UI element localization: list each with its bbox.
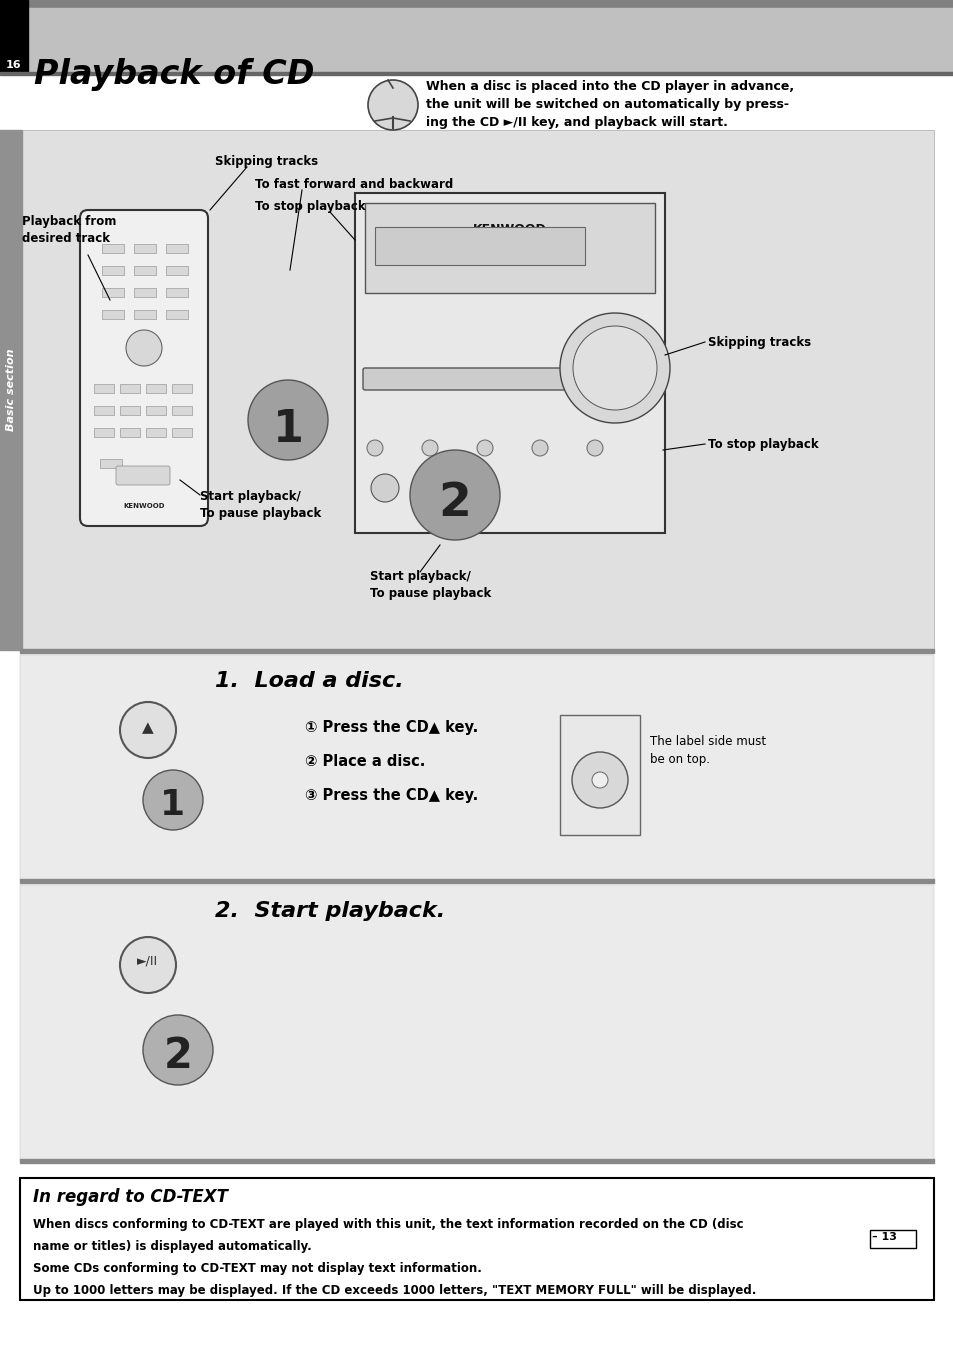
Bar [94,384,113,393]
Text: ① Press the CD▲ key.: ① Press the CD▲ key. [305,720,477,735]
Bar [0,130,22,650]
Bar [94,428,113,436]
Bar [20,130,933,650]
Bar [0,76,953,130]
Bar [172,428,192,436]
Bar [133,288,156,297]
FancyBboxPatch shape [116,466,170,485]
Bar [0,1304,953,1351]
Bar [102,309,124,319]
Text: Skipping tracks: Skipping tracks [707,336,810,349]
Bar [172,384,192,393]
Circle shape [572,753,627,808]
Text: 1.  Load a disc.: 1. Load a disc. [214,671,403,690]
Text: Basic section: Basic section [6,349,16,431]
Text: 2: 2 [163,1035,193,1077]
Bar [869,1229,915,1248]
Bar [133,245,156,253]
Bar [100,459,122,467]
Text: Some CDs conforming to CD-TEXT may not display text information.: Some CDs conforming to CD-TEXT may not d… [33,1262,481,1275]
Circle shape [410,450,499,540]
Text: ▲: ▲ [142,720,153,735]
Circle shape [143,770,203,830]
Circle shape [532,440,547,457]
Bar [20,880,933,884]
Bar [355,193,664,534]
Text: name or titles) is displayed automatically.: name or titles) is displayed automatical… [33,1240,312,1252]
Circle shape [120,703,175,758]
Text: In regard to CD-TEXT: In regard to CD-TEXT [33,1188,228,1206]
Text: 16: 16 [6,59,22,70]
Bar [146,407,166,415]
Text: 1: 1 [160,788,186,821]
Bar [0,72,953,76]
Bar [20,1159,933,1163]
Text: 1: 1 [273,408,303,451]
Text: KENWOOD: KENWOOD [473,223,546,236]
Circle shape [467,474,495,503]
Bar [166,245,188,253]
Circle shape [367,440,382,457]
Circle shape [368,80,417,130]
Text: To stop playback: To stop playback [707,438,818,451]
Bar [166,309,188,319]
Circle shape [586,440,602,457]
Circle shape [476,440,493,457]
Text: ② Place a disc.: ② Place a disc. [305,754,425,769]
Text: When discs conforming to CD-TEXT are played with this unit, the text information: When discs conforming to CD-TEXT are pla… [33,1219,742,1231]
FancyBboxPatch shape [80,209,208,526]
Text: Start playback/
To pause playback: Start playback/ To pause playback [370,570,491,600]
Circle shape [559,313,669,423]
Text: 2.  Start playback.: 2. Start playback. [214,901,445,921]
Circle shape [126,330,162,366]
Text: Up to 1000 letters may be displayed. If the CD exceeds 1000 letters, "TEXT MEMOR: Up to 1000 letters may be displayed. If … [33,1283,756,1297]
Circle shape [418,474,447,503]
Bar [20,885,933,1161]
Circle shape [120,938,175,993]
Bar [0,8,953,72]
Bar [166,266,188,276]
Text: Skipping tracks: Skipping tracks [214,155,317,168]
Text: Start playback/
To pause playback: Start playback/ To pause playback [200,490,321,520]
Text: – 13: – 13 [871,1232,896,1242]
Bar [120,428,140,436]
Circle shape [143,1015,213,1085]
Bar [94,407,113,415]
Text: To fast forward and backward: To fast forward and backward [254,178,453,190]
Bar [102,288,124,297]
Circle shape [248,380,328,459]
Bar [102,266,124,276]
Bar [102,245,124,253]
Bar [0,0,28,72]
Circle shape [421,440,437,457]
Bar [133,266,156,276]
Text: ③ Press the CD▲ key.: ③ Press the CD▲ key. [305,788,477,802]
Bar [146,428,166,436]
Text: To stop playback: To stop playback [254,200,365,213]
Text: Playback from
desired track: Playback from desired track [22,215,116,245]
Bar [20,648,933,653]
Text: 2: 2 [438,481,471,526]
Text: When a disc is placed into the CD player in advance,
the unit will be switched o: When a disc is placed into the CD player… [426,80,793,128]
Bar [166,288,188,297]
Bar [559,715,639,835]
Bar [375,227,584,265]
Text: KENWOOD: KENWOOD [123,503,165,509]
Bar [120,407,140,415]
Text: Playback of CD: Playback of CD [34,58,314,91]
Text: The label side must
be on top.: The label side must be on top. [649,735,765,766]
Bar [133,309,156,319]
Bar [172,407,192,415]
Bar [365,203,655,293]
Bar [20,1178,933,1300]
Circle shape [371,474,398,503]
Circle shape [592,771,607,788]
Bar [120,384,140,393]
Bar [0,0,953,8]
Bar [146,384,166,393]
Circle shape [573,326,657,409]
Bar [20,655,933,880]
FancyBboxPatch shape [363,367,657,390]
Text: ►/II: ►/II [137,955,158,969]
